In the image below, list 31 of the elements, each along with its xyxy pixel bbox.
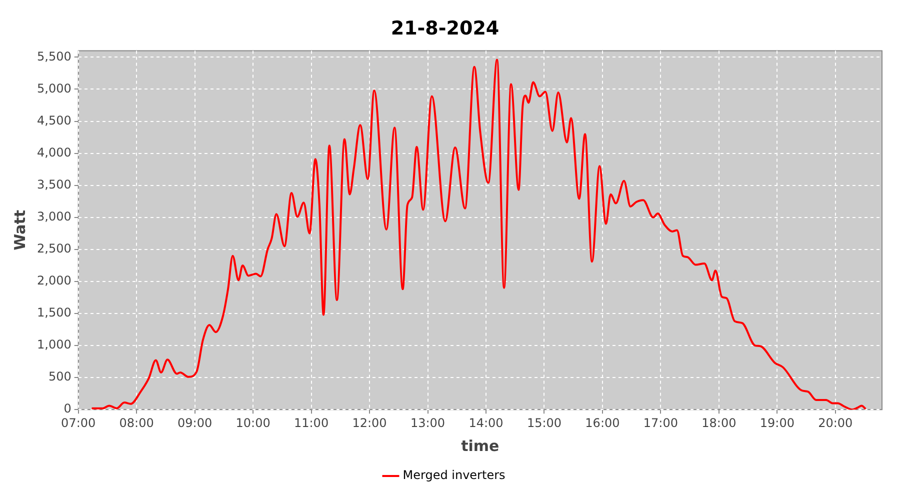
x-tick-label: 18:00 xyxy=(702,416,736,430)
x-tick-label: 08:00 xyxy=(119,416,154,430)
y-tick-label: 0 xyxy=(64,402,72,416)
x-tick-label: 10:00 xyxy=(236,416,270,430)
legend-label: Merged inverters xyxy=(402,468,506,482)
y-tick-label: 5,500 xyxy=(36,49,72,64)
x-tick-label: 16:00 xyxy=(585,416,620,430)
y-tick-label: 4,500 xyxy=(36,113,72,128)
y-tick-label: 2,000 xyxy=(36,274,72,288)
x-tick-label: 17:00 xyxy=(643,416,678,430)
x-tick-label: 09:00 xyxy=(178,416,212,430)
y-tick-label: 1,000 xyxy=(36,338,72,352)
line-series xyxy=(90,58,867,410)
x-tick-label: 11:00 xyxy=(294,416,329,430)
y-tick-label: 500 xyxy=(48,370,72,384)
y-tick-label: 4,000 xyxy=(36,145,72,160)
x-tick-label: 14:00 xyxy=(468,416,504,430)
y-tick-label: 3,000 xyxy=(36,210,72,224)
x-tick-label: 20:00 xyxy=(818,416,853,430)
x-tick-label: 12:00 xyxy=(352,416,387,430)
x-tick-label: 13:00 xyxy=(410,416,446,430)
x-tick-label: 19:00 xyxy=(760,416,794,430)
chart-title: 21-8-2024 xyxy=(390,17,500,40)
y-axis-title: Watt xyxy=(10,210,29,250)
x-axis-title: time xyxy=(461,436,500,455)
x-tick-label: 07:00 xyxy=(61,416,96,430)
y-tick-label: 2,500 xyxy=(36,242,72,256)
y-tick-label: 5,000 xyxy=(36,81,72,96)
y-tick-label: 3,500 xyxy=(36,177,72,192)
y-tick-label: 1,500 xyxy=(36,306,72,320)
x-tick-label: 15:00 xyxy=(526,416,562,430)
